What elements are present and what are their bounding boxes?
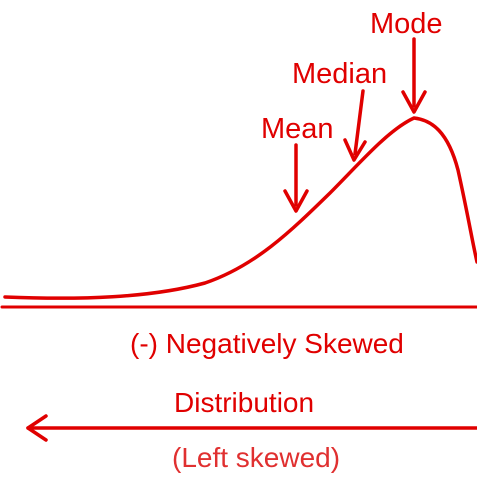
mode-arrow bbox=[401, 37, 427, 114]
mean-label: Mean bbox=[261, 113, 334, 145]
median-label: Median bbox=[292, 58, 388, 90]
mean-arrow bbox=[283, 143, 309, 213]
left-skewed-label: (Left skewed) bbox=[172, 442, 341, 473]
distribution-label: Distribution bbox=[174, 387, 315, 418]
mode-label: Mode bbox=[370, 8, 443, 40]
median-arrow bbox=[343, 89, 367, 162]
skew-title: (-) Negatively Skewed bbox=[130, 328, 404, 359]
distribution-curve bbox=[3, 116, 477, 300]
left-arrow-icon bbox=[26, 414, 477, 442]
